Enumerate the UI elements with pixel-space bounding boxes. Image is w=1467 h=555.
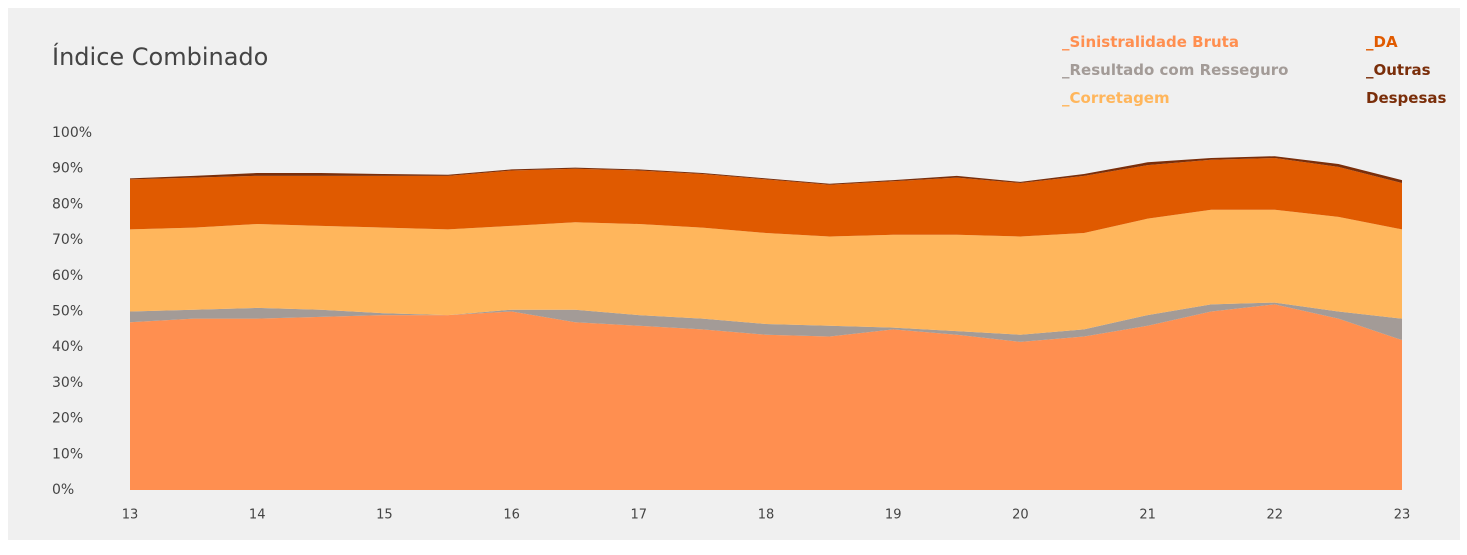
legend-entry: _DA bbox=[1366, 33, 1398, 51]
x-tick-label: 15 bbox=[376, 508, 393, 523]
x-tick-label: 18 bbox=[758, 508, 775, 523]
area bbox=[130, 304, 1402, 490]
y-tick-label: 20% bbox=[52, 411, 83, 427]
x-tick-label: 19 bbox=[885, 508, 902, 523]
y-tick-label: 80% bbox=[52, 196, 83, 212]
area bbox=[130, 209, 1402, 335]
x-tick-label: 13 bbox=[122, 508, 139, 523]
x-tick-label: 17 bbox=[631, 508, 648, 523]
area bbox=[130, 156, 1402, 185]
legend-entry: _Corretagem bbox=[1062, 89, 1170, 107]
area bbox=[130, 157, 1402, 237]
legend-entry: _Resultado com Resseguro bbox=[1062, 61, 1289, 79]
y-tick-label: 10% bbox=[52, 446, 83, 462]
legend-entry: _Outras Despesas bbox=[1366, 61, 1447, 107]
y-tick-label: 30% bbox=[52, 375, 83, 391]
legend-entry: _Sinistralidade Bruta bbox=[1062, 33, 1239, 51]
y-tick-label: 50% bbox=[52, 304, 83, 320]
x-tick-label: 20 bbox=[1012, 508, 1029, 523]
x-tick-label: 22 bbox=[1267, 508, 1284, 523]
y-tick-label: 60% bbox=[52, 268, 83, 284]
y-tick-label: 90% bbox=[52, 161, 83, 177]
x-tick-label: 21 bbox=[1139, 508, 1156, 523]
x-tick-label: 16 bbox=[503, 508, 520, 523]
x-tick-label: 14 bbox=[249, 508, 266, 523]
y-tick-label: 0% bbox=[52, 482, 74, 498]
y-tick-label: 40% bbox=[52, 339, 83, 355]
y-tick-label: 100% bbox=[52, 125, 92, 141]
area bbox=[130, 302, 1402, 342]
chart-title: Índice Combinado bbox=[52, 42, 268, 71]
x-tick-label: 23 bbox=[1394, 508, 1411, 523]
y-tick-label: 70% bbox=[52, 232, 83, 248]
